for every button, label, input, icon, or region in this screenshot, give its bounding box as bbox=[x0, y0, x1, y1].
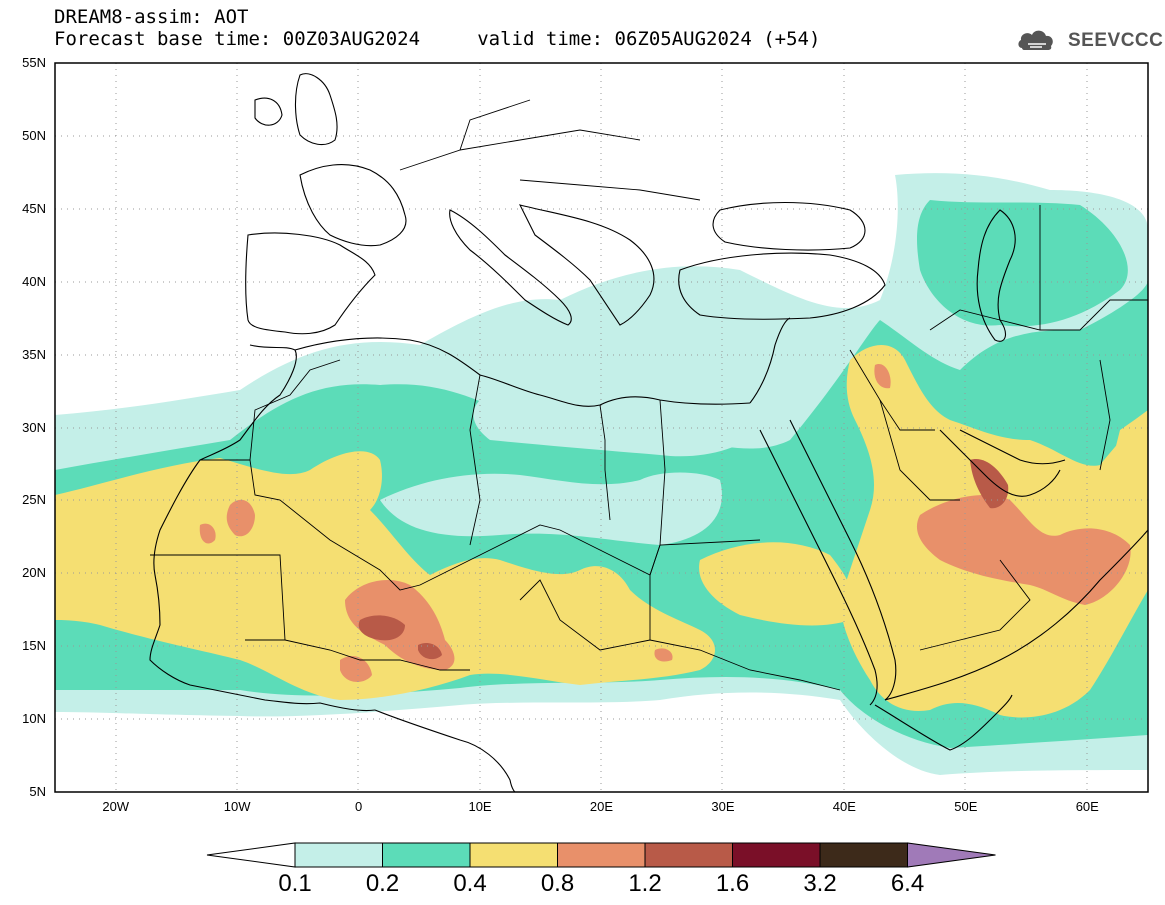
forecast-time-line: Forecast base time: 00Z03AUG2024 valid t… bbox=[54, 28, 821, 50]
colorbar-tick-label: 1.2 bbox=[628, 870, 662, 897]
lat-tick-label: 40N bbox=[22, 273, 46, 289]
aot-contour-0.1-interior bbox=[380, 394, 760, 545]
lon-tick-label: 50E bbox=[954, 799, 978, 814]
aot-contour-1.2 bbox=[358, 459, 1009, 660]
lon-tick-label: 10E bbox=[468, 799, 492, 814]
colorbar-tick-label: 6.4 bbox=[890, 870, 925, 897]
colorbar-tick-label: 3.2 bbox=[803, 870, 837, 897]
lon-tick-label: 40E bbox=[832, 799, 856, 814]
lat-tick-label: 5N bbox=[29, 784, 46, 799]
colorbar-tick-label: 0.4 bbox=[453, 870, 487, 897]
colorbar-tick-label: 1.6 bbox=[715, 870, 750, 897]
colorbar-tick-label: 0.8 bbox=[540, 870, 575, 897]
seevccc-logo: SEEVCCC bbox=[1068, 30, 1164, 51]
lat-tick-label: 15N bbox=[22, 638, 46, 654]
map-frame bbox=[54, 62, 1149, 793]
lon-tick-label: 20W bbox=[102, 799, 130, 814]
lon-tick-label: 30E bbox=[711, 799, 735, 814]
lon-tick-label: 10W bbox=[223, 799, 251, 814]
lat-tick-label: 20N bbox=[22, 565, 46, 581]
country-borders bbox=[150, 99, 1148, 691]
aot-contour-0.4 bbox=[55, 345, 1148, 718]
lat-tick-label: 45N bbox=[22, 200, 46, 216]
map-title: DREAM8-assim: AOT bbox=[54, 6, 249, 28]
colorbar-tick-label: 0.1 bbox=[278, 870, 312, 897]
lon-tick-label: 0 bbox=[354, 799, 363, 814]
lat-tick-label: 55N bbox=[22, 55, 46, 70]
lon-tick-label: 20E bbox=[589, 799, 614, 814]
cloud-icon bbox=[1018, 30, 1053, 50]
lat-tick-label: 10N bbox=[22, 711, 46, 727]
coastlines bbox=[149, 73, 1148, 792]
lon-tick-label: 60E bbox=[1075, 799, 1099, 814]
lat-tick-label: 35N bbox=[22, 346, 46, 362]
colorbar-tick-label: 0.2 bbox=[365, 870, 400, 897]
lat-tick-label: 30N bbox=[22, 419, 46, 435]
lat-tick-label: 25N bbox=[22, 492, 46, 508]
map-grid bbox=[55, 63, 1148, 792]
lat-tick-label: 50N bbox=[22, 127, 46, 143]
